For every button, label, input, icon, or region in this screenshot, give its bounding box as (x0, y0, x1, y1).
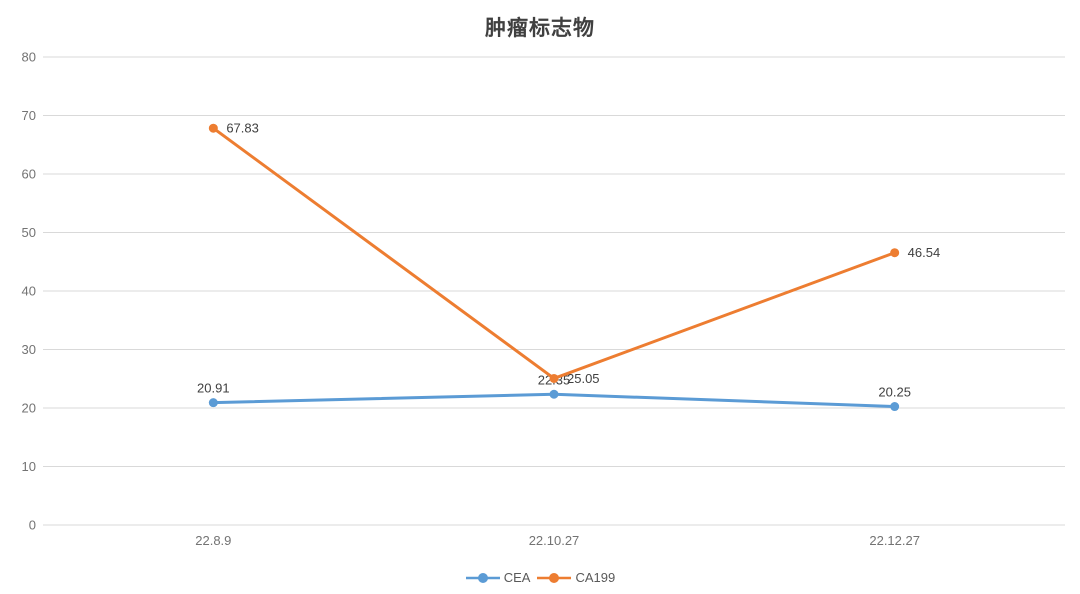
ca199-data-label: 25.05 (567, 371, 600, 386)
cea-data-label: 20.25 (878, 385, 911, 400)
y-axis-tick-label: 0 (29, 518, 36, 533)
ca199-data-label: 46.54 (908, 245, 941, 260)
cea-legend-marker-icon (465, 572, 500, 583)
ca199-point-marker (208, 123, 218, 133)
ca199-point-marker (890, 248, 900, 258)
y-axis-tick-label: 50 (22, 225, 36, 240)
ca199-line (211, 126, 897, 380)
y-axis-tick-label: 20 (22, 401, 36, 416)
ca199-data-label: 67.83 (226, 121, 259, 136)
legend-item-cea: CEA (465, 570, 531, 585)
y-axis-tick-label: 10 (22, 459, 36, 474)
x-axis-tick-label: 22.10.27 (529, 533, 580, 548)
x-axis-tick-label: 22.8.9 (195, 533, 231, 548)
x-axis-tick-label: 22.12.27 (869, 533, 920, 548)
legend-label-cea: CEA (503, 570, 531, 585)
cea-point-marker (208, 398, 218, 408)
legend-label-ca199: CA199 (575, 570, 616, 585)
y-axis-tick-label: 60 (22, 167, 36, 182)
plot-area: 0 10 20 30 40 50 60 70 80 22.8.9 22.10.27 22.12.27 2… (22, 50, 1065, 548)
legend: CEA CA199 (0, 570, 1080, 585)
y-axis-tick-label: 30 (22, 342, 36, 357)
legend-item-ca199: CA199 (536, 570, 615, 585)
ca199-legend-marker-icon (537, 572, 572, 583)
y-axis-tick-label: 80 (22, 50, 36, 65)
y-axis-tick-label: 70 (22, 108, 36, 123)
cea-point-marker (890, 402, 900, 412)
cea-point-marker (549, 389, 559, 399)
cea-data-label: 20.91 (197, 381, 230, 396)
ca199-point-marker (549, 373, 559, 383)
y-axis-tick-label: 40 (22, 284, 36, 299)
chart-title: 肿瘤标志物 (485, 16, 595, 40)
